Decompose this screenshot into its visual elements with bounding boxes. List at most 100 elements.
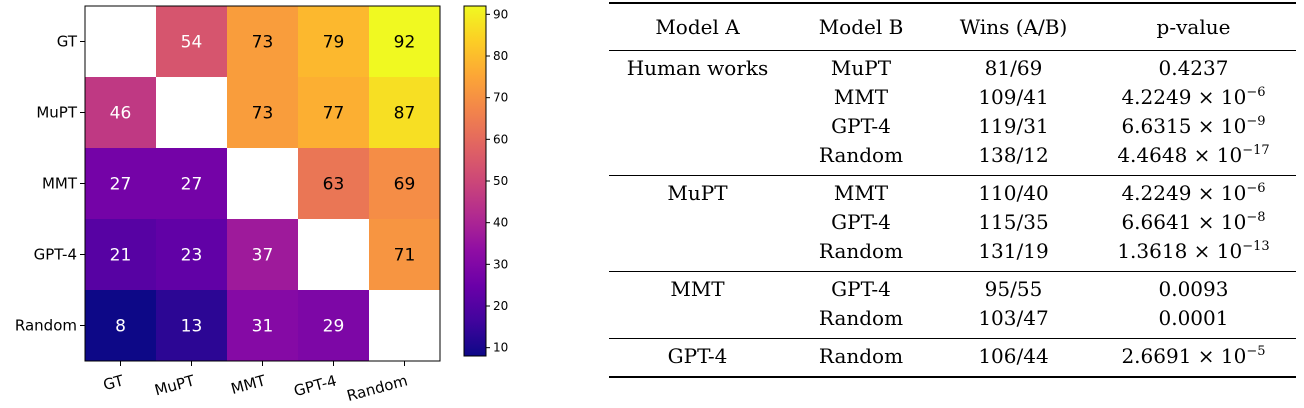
table-bottom-rule (609, 376, 1296, 378)
column-tick-label: GPT-4 (292, 371, 339, 400)
heatmap-cell (85, 148, 156, 219)
heatmap-frame (84, 5, 441, 362)
p-value-cell: 0.0093 (1091, 275, 1296, 304)
colorbar-ticks: 10 20 30 40 50 60 70 80 90 (486, 7, 508, 355)
cell-value-label: 31 (252, 317, 274, 337)
model-a-cell: MuPT (667, 181, 728, 205)
wins-cell: 115/35 (978, 210, 1049, 234)
table-group: MMT GPT-4 95/55 0.0093 Random 103/47 0.0001 (609, 272, 1296, 338)
p-value-cell: 4.2249 × 10−6 (1091, 83, 1296, 112)
heatmap-cell (298, 148, 369, 219)
model-a-cell (609, 237, 786, 266)
cell-value-label: 8 (115, 317, 126, 337)
heatmap-cell-empty (369, 290, 440, 361)
header-model-a: Model A (655, 15, 740, 39)
cell-value-label: 71 (394, 246, 416, 266)
heatmap-cell-empty (156, 77, 227, 148)
p-value-mantissa: 0.0001 (1158, 306, 1229, 330)
table-row: GPT-4 Random 106/44 2.6691 × 10−5 (609, 342, 1296, 371)
wins-cell: 95/55 (984, 277, 1043, 301)
row-tick-label: GPT-4 (34, 246, 77, 264)
cell-value-label: 46 (110, 104, 132, 124)
p-value-exponent: −17 (1242, 143, 1270, 158)
model-a-cell: GPT-4 (667, 344, 728, 368)
group-divider (609, 271, 1296, 272)
table-header-row: Model A Model B Wins (A/B) p-value (609, 4, 1296, 50)
cell-value-label: 54 (181, 33, 203, 53)
cell-value-label: 37 (252, 246, 274, 266)
heatmap-cell (298, 290, 369, 361)
cell-value-label: 87 (394, 104, 416, 124)
p-value-cell: 4.4648 × 10−17 (1091, 141, 1296, 170)
header-wins: Wins (A/B) (959, 15, 1068, 39)
colorbar-tick-label: 80 (493, 49, 508, 63)
row-tick-label: MMT (42, 175, 78, 193)
cell-value-label: 92 (394, 33, 416, 53)
wins-cell: 119/31 (978, 114, 1049, 138)
heatmap-cell (298, 77, 369, 148)
table-row: Random 131/19 1.3618 × 10−13 (609, 237, 1296, 266)
p-value-mantissa: 4.4648 × 10 (1117, 143, 1243, 167)
table-group: Human works MuPT 81/69 0.4237 MMT 109/41 4.224… (609, 51, 1296, 175)
wins-cell: 110/40 (978, 181, 1049, 205)
heatmap-cell (369, 77, 440, 148)
colorbar-tick-label: 50 (493, 174, 508, 188)
p-value-exponent: −13 (1242, 239, 1270, 254)
colorbar-tick-label: 20 (493, 299, 508, 313)
p-value-exponent: −8 (1246, 210, 1266, 225)
table-row: MMT GPT-4 95/55 0.0093 (609, 275, 1296, 304)
p-value-cell: 6.6641 × 10−8 (1091, 208, 1296, 237)
model-a-cell: Human works (626, 56, 769, 80)
colorbar-tick-label: 60 (493, 132, 508, 146)
heatmap-cell (85, 77, 156, 148)
colorbar (463, 5, 487, 357)
heatmap-cell (85, 290, 156, 361)
table-row: Human works MuPT 81/69 0.4237 (609, 54, 1296, 83)
colorbar-tick-label: 70 (493, 91, 508, 105)
heatmap-cell (227, 6, 298, 77)
column-tick-label: Random (345, 371, 410, 404)
cell-value-label: 73 (252, 33, 274, 53)
table-row: MMT 109/41 4.2249 × 10−6 (609, 83, 1296, 112)
p-value-mantissa: 0.4237 (1158, 56, 1229, 80)
cell-value-label: 23 (181, 246, 203, 266)
model-b-cell: Random (818, 306, 904, 330)
column-tick-label: GT (101, 371, 126, 394)
p-value-mantissa: 0.0093 (1158, 277, 1229, 301)
model-a-cell: MMT (670, 277, 725, 301)
table-group: MuPT MMT 110/40 4.2249 × 10−6 GPT-4 115/35 6.6… (609, 176, 1296, 271)
p-value-cell: 1.3618 × 10−13 (1091, 237, 1296, 266)
heatmap-cell (227, 290, 298, 361)
model-b-cell: GPT-4 (831, 114, 891, 138)
table-row: Random 138/12 4.4648 × 10−17 (609, 141, 1296, 170)
row-tick-label: GT (57, 33, 78, 51)
model-b-cell: MuPT (830, 56, 892, 80)
model-b-cell: MMT (833, 181, 889, 205)
table-row: MuPT MMT 110/40 4.2249 × 10−6 (609, 179, 1296, 208)
cell-value-label: 73 (252, 104, 274, 124)
cell-value-label: 27 (110, 175, 132, 195)
table-row: Random 103/47 0.0001 (609, 304, 1296, 333)
p-value-mantissa: 2.6691 × 10 (1121, 344, 1247, 368)
colorbar-tick-label: 10 (493, 341, 508, 355)
model-a-cell (609, 83, 786, 112)
p-value-mantissa: 4.2249 × 10 (1121, 181, 1247, 205)
wins-cell: 138/12 (978, 143, 1049, 167)
results-table: Model A Model B Wins (A/B) p-value Human… (609, 2, 1296, 378)
table-top-rule (609, 2, 1296, 4)
heatmap-cell (227, 219, 298, 290)
p-value-cell: 4.2249 × 10−6 (1091, 179, 1296, 208)
heatmap-cell (156, 6, 227, 77)
model-b-cell: Random (818, 344, 904, 368)
cell-value-label: 29 (323, 317, 345, 337)
heatmap-cell (227, 77, 298, 148)
model-b-cell: Random (818, 239, 904, 263)
header-p-value: p-value (1156, 15, 1231, 39)
p-value-exponent: −6 (1246, 85, 1266, 100)
model-b-cell: GPT-4 (831, 277, 891, 301)
model-b-cell: MMT (833, 85, 889, 109)
model-b-cell: GPT-4 (831, 210, 891, 234)
wins-cell: 131/19 (978, 239, 1049, 263)
cell-value-label: 13 (181, 317, 203, 337)
heatmap-cell (369, 219, 440, 290)
